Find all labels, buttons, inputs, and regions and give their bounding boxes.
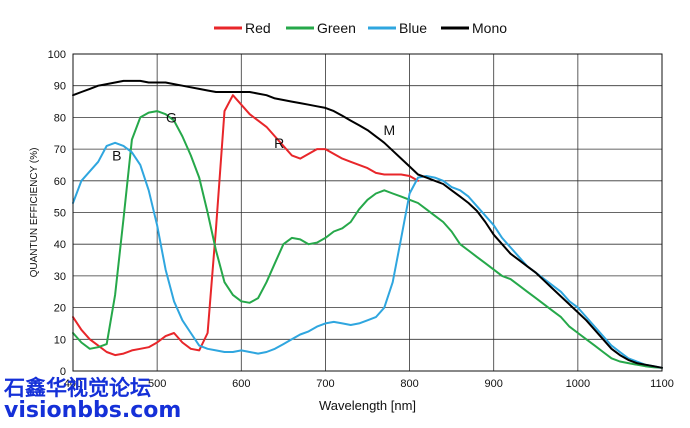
legend-label-blue: Blue: [399, 20, 427, 36]
series-line-green: [72, 110, 663, 369]
x-tick-label: 700: [316, 378, 334, 390]
plot-frame: [72, 53, 663, 372]
y-tick-label: 10: [54, 334, 66, 346]
y-tick-label: 0: [60, 366, 66, 378]
y-axis-label: QUANTUN EFFICIENCY (%): [29, 148, 40, 278]
series-line-blue: [72, 141, 663, 369]
y-tick-label: 60: [54, 176, 66, 188]
legend-label-mono: Mono: [472, 20, 507, 36]
y-tick-label: 40: [54, 239, 66, 251]
y-tick-labels: 0 10 20 30 40 50 60 70 80 90 100: [48, 49, 66, 378]
series-line-mono: [72, 79, 663, 369]
x-tick-label: 1100: [650, 378, 674, 390]
series-label-red: R: [274, 135, 284, 151]
x-tick-label: 1000: [566, 378, 590, 390]
chart-grid: [72, 53, 663, 372]
y-tick-label: 20: [54, 303, 66, 315]
x-tick-label: 800: [400, 378, 418, 390]
y-tick-label: 30: [54, 271, 66, 283]
y-tick-label: 90: [54, 81, 66, 93]
y-tick-label: 80: [54, 112, 66, 124]
y-tick-label: 100: [48, 49, 66, 61]
y-tick-label: 70: [54, 144, 66, 156]
y-tick-label: 50: [54, 208, 66, 220]
watermark-title: 石鑫华视觉论坛: [4, 376, 151, 400]
x-tick-label: 900: [485, 378, 503, 390]
x-tick-label: 600: [232, 378, 250, 390]
series-label-green: G: [166, 109, 177, 125]
x-tick-label: 400: [64, 378, 82, 390]
series-label-mono: M: [384, 122, 396, 138]
chart-series: [72, 79, 663, 369]
legend-label-red: Red: [245, 20, 271, 36]
x-axis-label: Wavelength [nm]: [319, 398, 416, 413]
x-tick-label: 500: [148, 378, 166, 390]
chart-legend: Red Green Blue Mono: [214, 20, 507, 36]
watermark-url: visionbbs.com: [4, 398, 182, 423]
series-annotations: R G B M: [112, 109, 395, 163]
series-line-red: [72, 94, 419, 357]
x-tick-labels: 400 500 600 700 800 900 1000 1100: [64, 378, 674, 390]
legend-label-green: Green: [317, 20, 356, 36]
series-label-blue: B: [112, 147, 121, 163]
